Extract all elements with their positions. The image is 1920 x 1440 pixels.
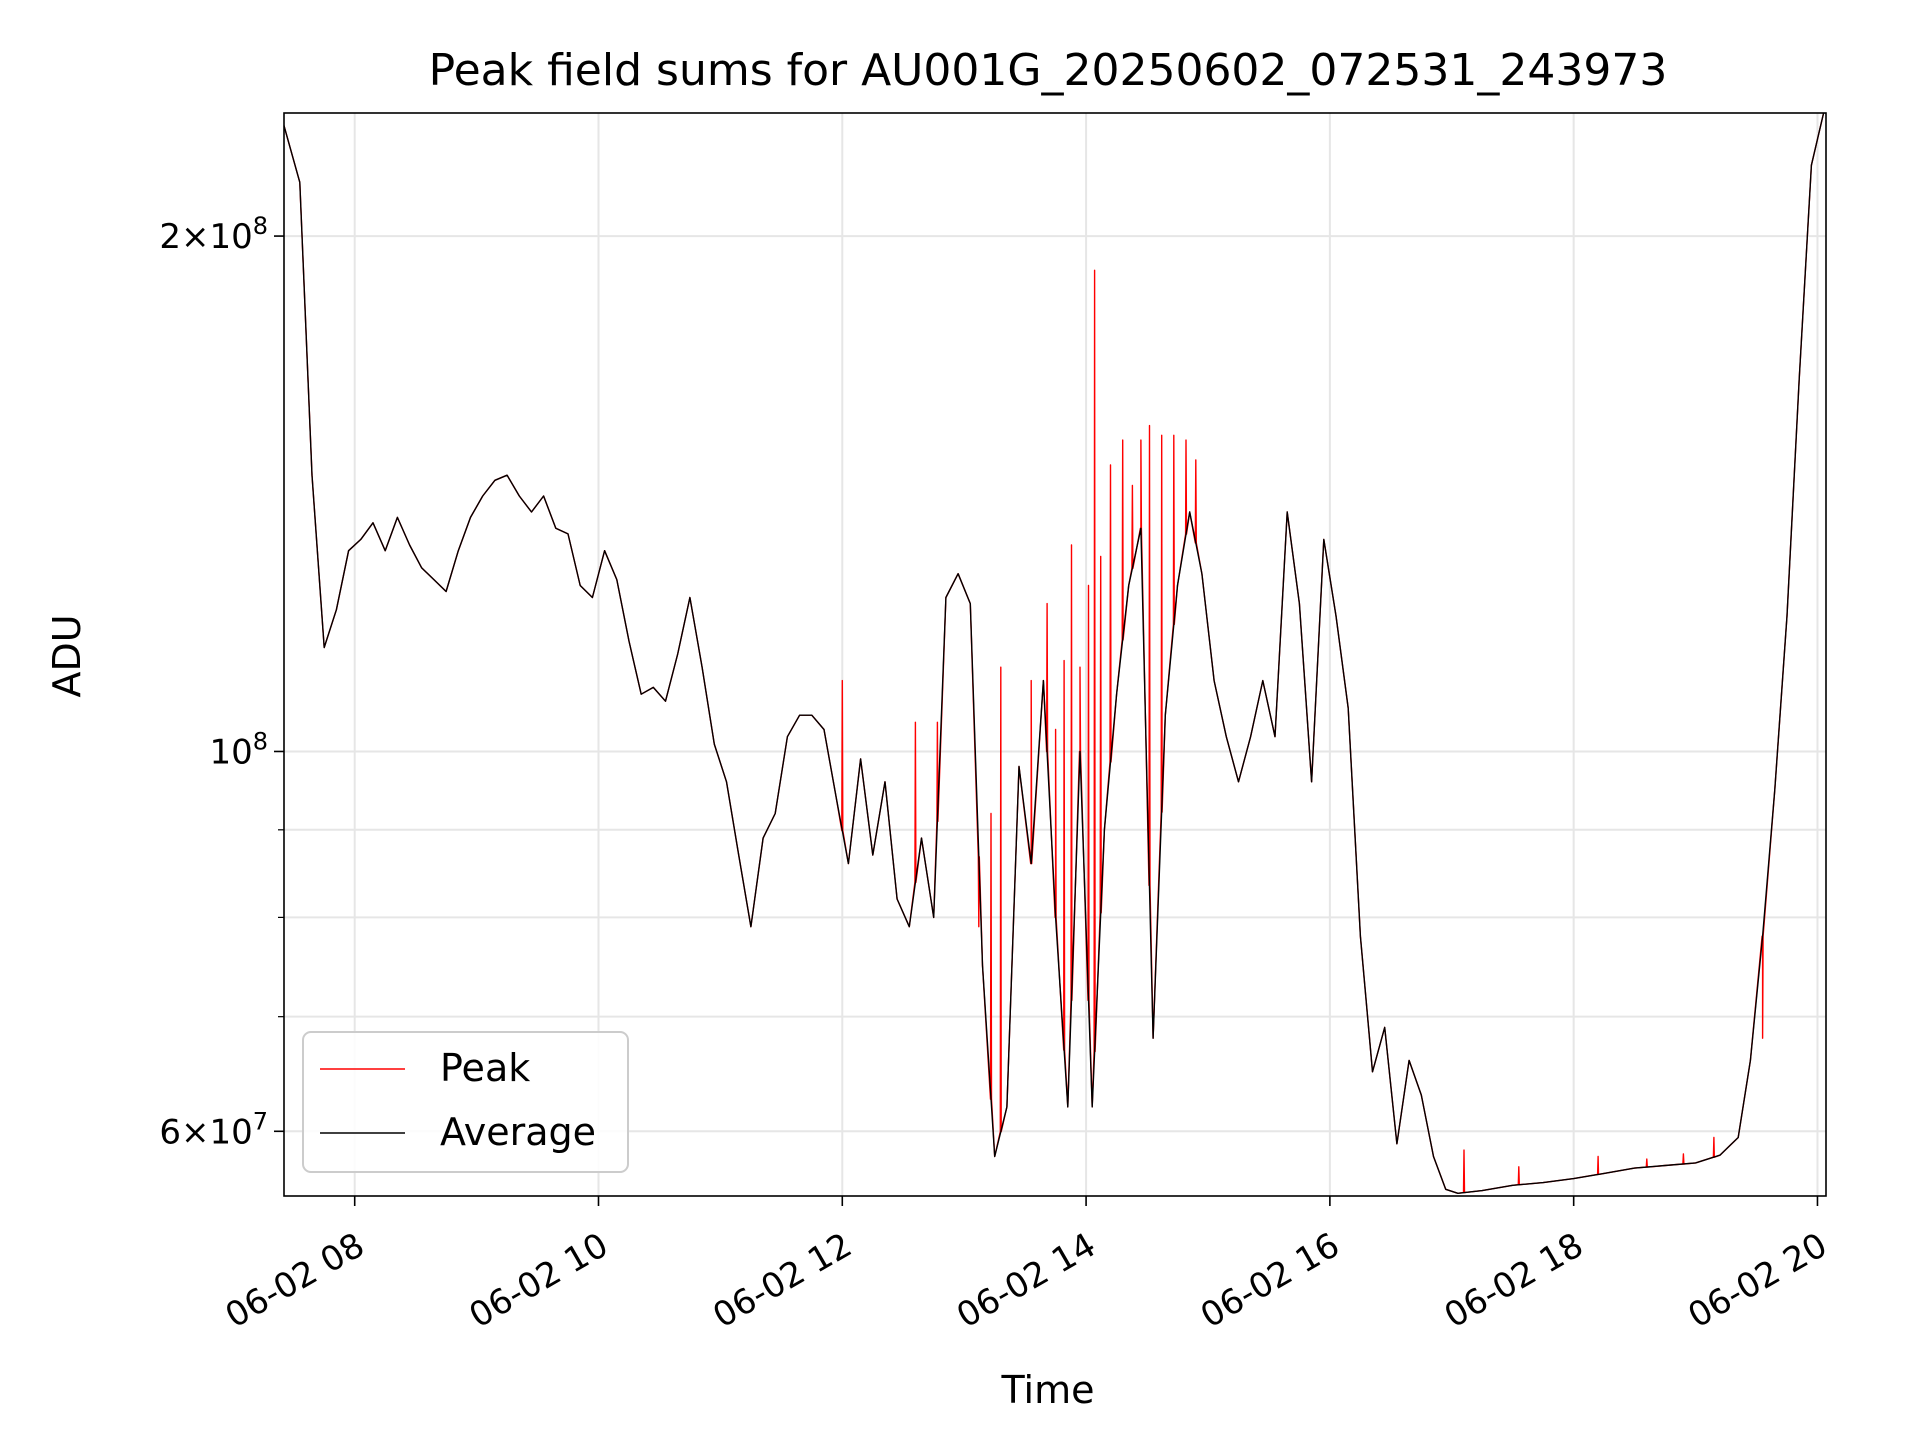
x-axis-label: Time <box>1001 1368 1095 1412</box>
legend-average-label: Average <box>440 1110 596 1154</box>
series-layer <box>283 112 1825 1195</box>
legend-peak-label: Peak <box>440 1046 530 1090</box>
legend: Peak Average <box>302 1031 629 1173</box>
plot-frame <box>283 112 1827 1197</box>
y-axis: 6×107 108 2×108 <box>159 212 284 1152</box>
y-tick-label: 6×107 <box>159 1107 268 1152</box>
y-tick-label: 2×108 <box>159 212 268 257</box>
average-series-line <box>283 112 1825 1195</box>
chart-title: Peak field sums for AU001G_20250602_0725… <box>429 45 1668 96</box>
y-axis-label: ADU <box>45 614 89 697</box>
legend-box <box>302 1031 629 1173</box>
y-tick-label: 108 <box>209 727 268 772</box>
